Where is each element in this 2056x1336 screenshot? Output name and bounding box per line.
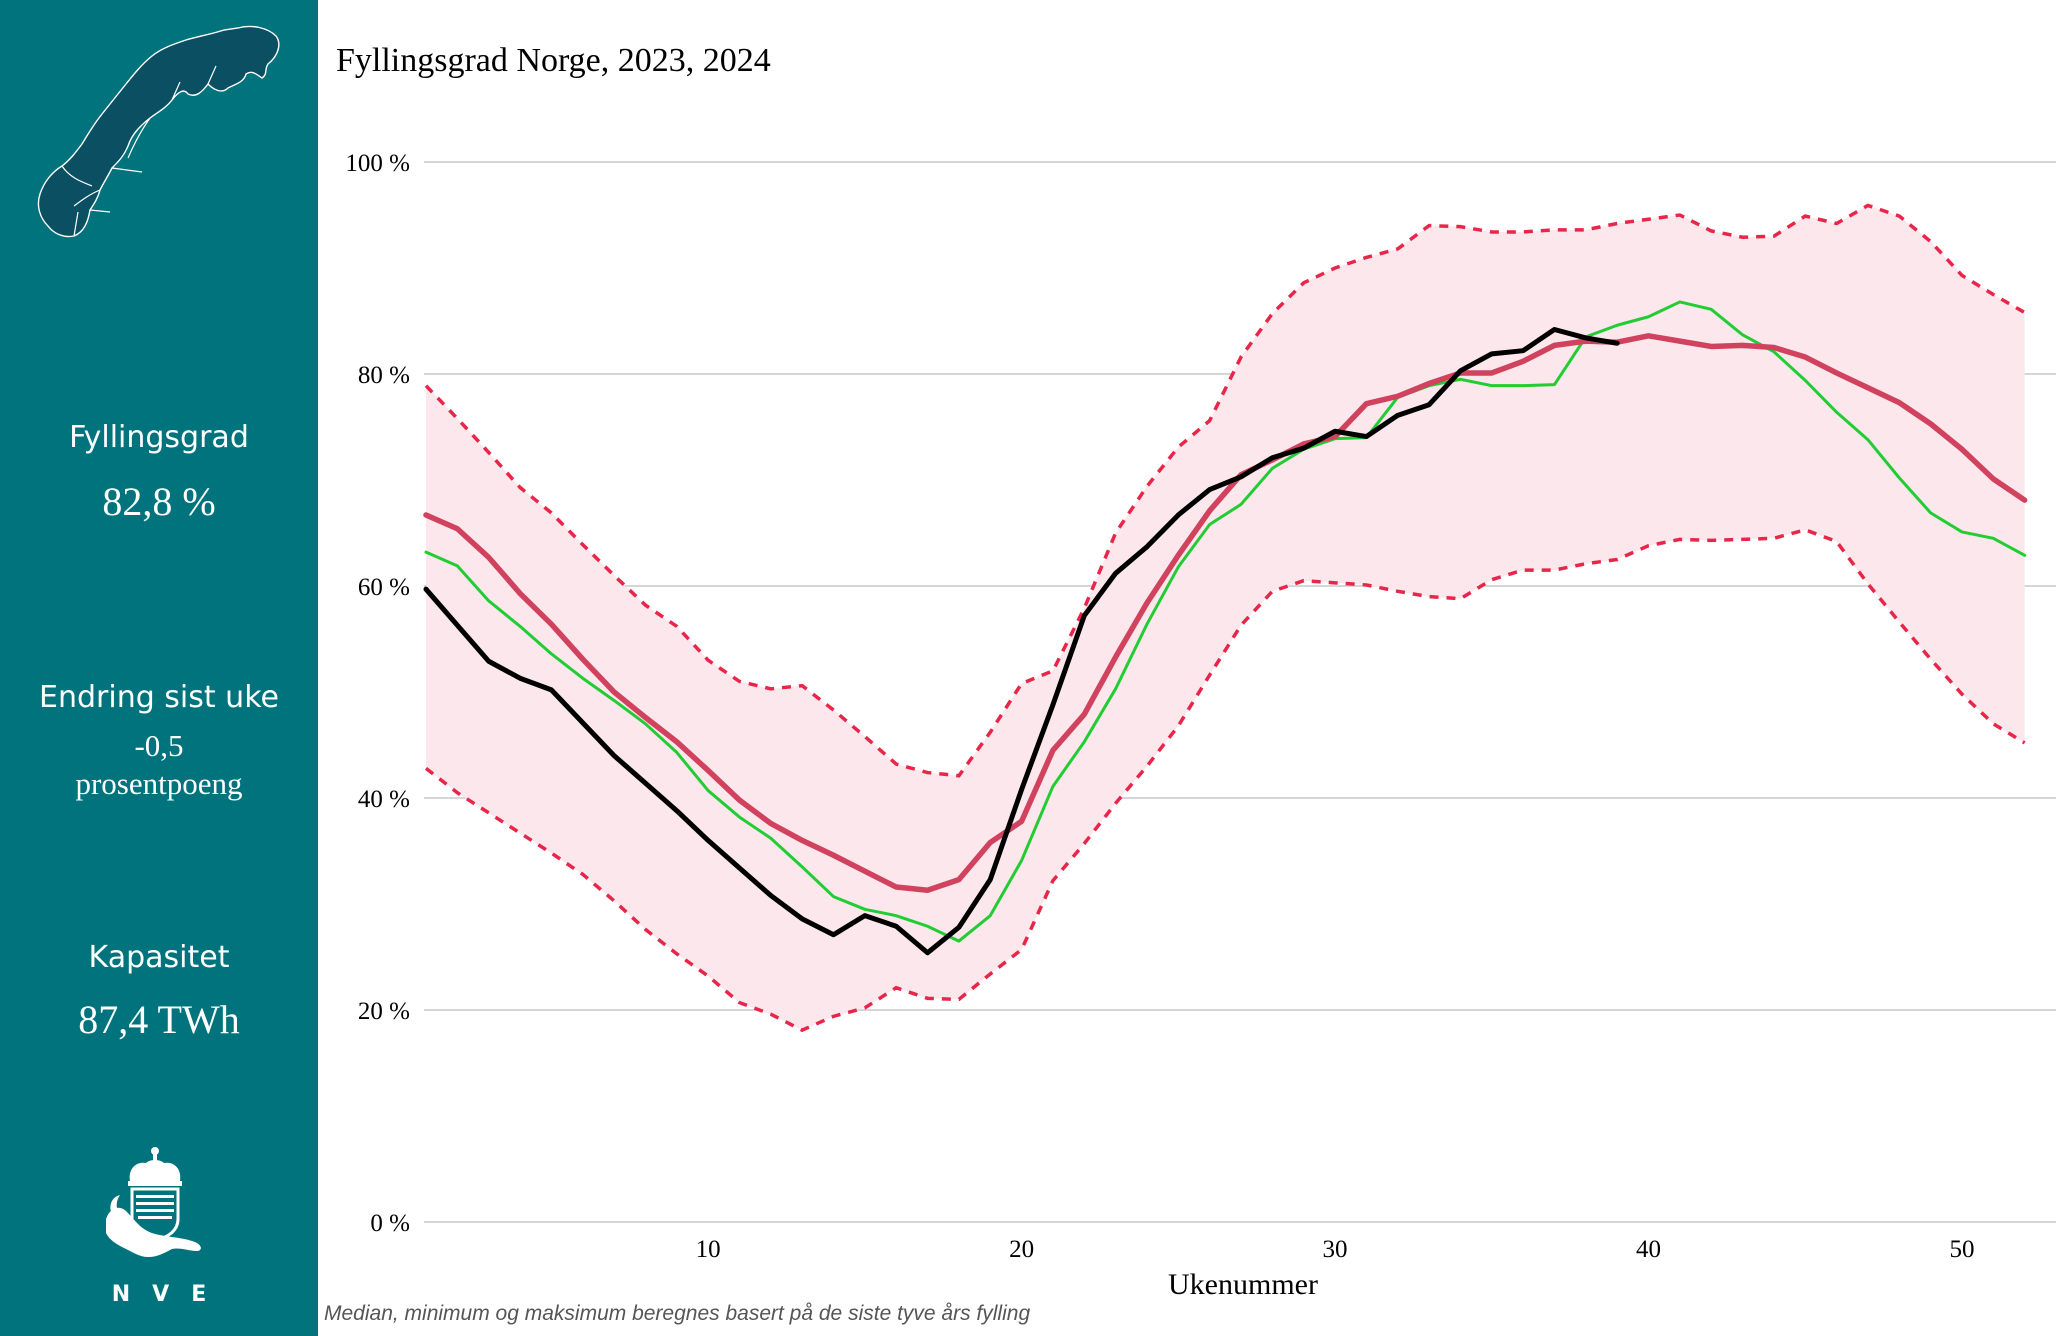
min-line bbox=[424, 527, 2026, 1033]
x-tick-label: 20 bbox=[1009, 1236, 1034, 1263]
series-line-median bbox=[423, 333, 2028, 893]
series-line-2023 bbox=[424, 300, 2027, 943]
x-tick-labels: 10 20 30 40 50 bbox=[696, 1236, 1975, 1263]
x-tick-label: 40 bbox=[1636, 1236, 1661, 1263]
chart-title: Fyllingsgrad Norge, 2023, 2024 bbox=[336, 42, 771, 79]
footnote: Median, minimum og maksimum beregnes bas… bbox=[324, 1302, 1031, 1325]
norway-map-icon bbox=[37, 25, 280, 238]
minmax-band bbox=[426, 205, 2025, 1031]
x-tick-label: 10 bbox=[696, 1236, 721, 1263]
y-tick-label: 0 % bbox=[370, 1210, 410, 1237]
fill-value: 82,8 % bbox=[102, 479, 216, 524]
y-tick-label: 20 % bbox=[358, 998, 410, 1025]
change-unit: prosentpoeng bbox=[75, 766, 243, 801]
fill-label: Fyllingsgrad bbox=[69, 420, 249, 455]
y-tick-label: 100 % bbox=[345, 150, 410, 177]
change-value: -0,5 bbox=[134, 728, 184, 763]
nve-logo-text: NVE bbox=[111, 1282, 229, 1307]
x-tick-label: 30 bbox=[1323, 1236, 1348, 1263]
x-axis-label: Ukenummer bbox=[1168, 1268, 1318, 1300]
band-layer bbox=[424, 203, 2026, 1033]
y-tick-labels: 0 % 20 % 40 % 60 % 80 % 100 % bbox=[345, 150, 410, 1237]
y-tick-label: 60 % bbox=[358, 574, 410, 601]
sidebar: Fyllingsgrad 82,8 % Endring sist uke -0,… bbox=[0, 0, 318, 1336]
x-tick-label: 50 bbox=[1949, 1236, 1974, 1263]
capacity-label: Kapasitet bbox=[88, 940, 230, 975]
nve-logo-icon bbox=[106, 1147, 201, 1257]
series-line-2024 bbox=[423, 326, 1620, 956]
y-tick-label: 40 % bbox=[358, 786, 410, 813]
capacity-value: 87,4 TWh bbox=[78, 997, 240, 1042]
y-tick-label: 80 % bbox=[358, 362, 410, 389]
chart: 0 % 20 % 40 % 60 % 80 % 100 % 10 20 30 40 50 Uken… bbox=[345, 150, 2056, 1300]
max-line bbox=[424, 203, 2026, 778]
change-label: Endring sist uke bbox=[39, 680, 279, 715]
series-layer bbox=[423, 300, 2028, 956]
